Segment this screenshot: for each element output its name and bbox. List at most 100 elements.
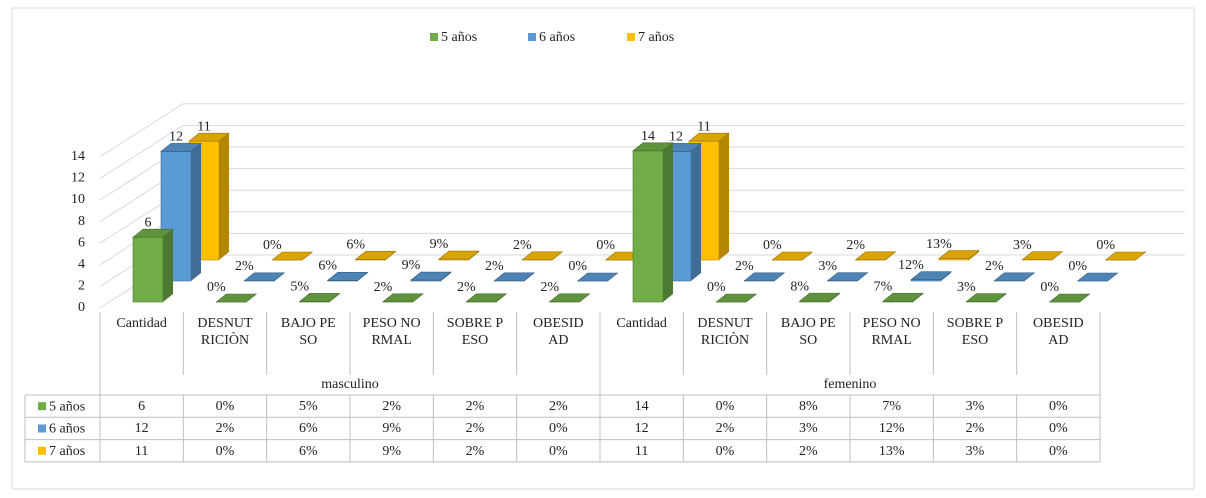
bar-top [271, 251, 314, 261]
table-value: 6% [298, 443, 318, 459]
data-label: 0% [1040, 280, 1059, 295]
data-label: 8% [790, 279, 809, 294]
y-tick-label: 8 [78, 214, 85, 229]
bar-side [691, 143, 701, 281]
bar-side [719, 133, 729, 260]
bar-top [965, 293, 1008, 302]
legend-label: 7 años [638, 30, 674, 45]
bar [215, 293, 258, 303]
data-label: 2% [540, 280, 559, 295]
data-label: 12 [669, 130, 683, 145]
bar-front [632, 150, 664, 303]
bar-top [521, 251, 564, 261]
bar [271, 251, 314, 261]
bar-top [715, 293, 758, 303]
table-value: 3% [965, 399, 985, 414]
table-value: 2% [548, 399, 568, 414]
y-tick-label: 14 [71, 149, 85, 164]
data-label: 0% [707, 280, 726, 295]
category-label: OBESIDAD [1033, 316, 1084, 348]
bar [771, 251, 814, 261]
bar [465, 293, 508, 303]
data-label: 2% [735, 259, 754, 274]
data-label: 6% [318, 259, 337, 274]
bar-top [243, 272, 286, 282]
group-label: femenino [823, 377, 877, 392]
data-label: 2% [457, 280, 476, 295]
legend-swatch [430, 33, 438, 41]
data-label: 13% [926, 237, 952, 252]
bar [160, 143, 202, 282]
category-label: BAJO PESO [780, 316, 836, 348]
bar [854, 251, 897, 261]
bar [882, 292, 924, 303]
category-label: SOBRE PESO [446, 316, 504, 348]
table-value: 9% [382, 421, 401, 437]
data-label: 2% [374, 280, 393, 295]
data-label: 9% [430, 237, 449, 252]
table-value: 2% [215, 421, 235, 437]
table-value: 2% [382, 399, 401, 414]
bar [132, 228, 174, 303]
bar [798, 292, 841, 303]
category-label: PESO NORMAL [362, 316, 421, 348]
bar [965, 293, 1008, 303]
bar-top [410, 271, 452, 281]
table-value: 11 [134, 443, 149, 459]
bar-side [191, 143, 201, 281]
data-label: 0% [763, 238, 782, 253]
data-label: 12% [898, 258, 924, 273]
table-value: 0% [1048, 421, 1068, 437]
table-value: 12 [634, 421, 649, 437]
group-label: masculino [321, 377, 379, 392]
bar-top [771, 251, 814, 261]
data-label: 0% [1096, 238, 1115, 253]
bar [826, 272, 869, 282]
table-value: 0% [1048, 399, 1068, 414]
bar [1048, 293, 1091, 303]
bar [576, 272, 619, 282]
category-label: BAJO PESO [280, 316, 336, 348]
bar-top [382, 293, 424, 303]
table-value: 2% [798, 443, 818, 459]
bar [938, 250, 980, 261]
data-label: 3% [1013, 238, 1032, 253]
data-label: 0% [1068, 259, 1087, 274]
table-value: 8% [798, 399, 818, 414]
bar-top [910, 271, 952, 281]
bar-top [688, 132, 730, 142]
category-label: DESNUTRICIÒN [697, 316, 753, 348]
table-value: 12% [878, 421, 905, 437]
table-value: 0% [215, 443, 235, 459]
bar-top [188, 132, 230, 142]
data-label: 11 [697, 119, 710, 134]
bar [298, 293, 341, 303]
y-tick-label: 4 [78, 257, 85, 272]
legend-label: 6 años [539, 30, 575, 45]
y-tick-label: 6 [78, 235, 85, 250]
bar-top [993, 272, 1036, 282]
data-label: 2% [846, 238, 865, 253]
grid-line [99, 103, 184, 158]
bar-top [743, 272, 786, 282]
table-value: 2% [465, 443, 485, 459]
data-label: 0% [207, 280, 226, 295]
data-label: 12 [169, 130, 183, 145]
bar-top [632, 142, 674, 152]
table-value: 3% [965, 443, 985, 459]
bar-side [219, 133, 229, 260]
data-label: 2% [985, 259, 1004, 274]
table-value: 0% [548, 421, 568, 437]
bar-top [326, 272, 369, 281]
category-label: SOBRE PESO [946, 316, 1004, 348]
legend-key [38, 402, 46, 411]
table-value: 0% [548, 443, 568, 459]
bar-front [132, 236, 164, 303]
table-value: 0% [1048, 443, 1068, 459]
row-header: 7 años [49, 444, 85, 459]
table-value: 11 [634, 443, 649, 459]
bar-side [663, 142, 673, 302]
bar-top [1104, 251, 1147, 261]
data-label: 0% [568, 259, 587, 274]
table-value: 5% [298, 399, 318, 414]
